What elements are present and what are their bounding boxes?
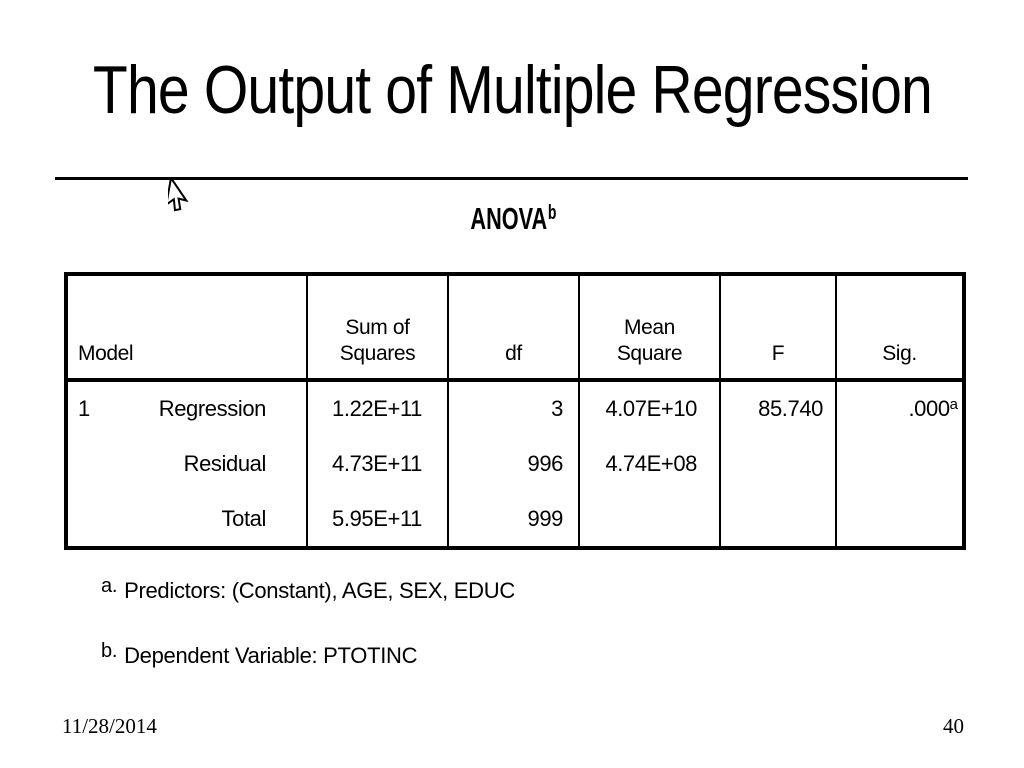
header-mean-square: Mean Square	[578, 274, 721, 382]
cell-sig	[835, 492, 965, 548]
cell-sig: .000a	[835, 380, 965, 436]
header-row: Model Sum of Squares df Mean Square F Si…	[65, 274, 965, 382]
header-f: F	[719, 274, 837, 382]
cell-df: 3	[447, 380, 580, 436]
header-df: df	[447, 274, 580, 382]
header-model: Model	[65, 274, 308, 382]
table-row-residual: Residual 4.73E+11 996 4.74E+08	[65, 436, 965, 492]
cell-f: 85.740	[719, 380, 837, 436]
header-sig: Sig.	[835, 274, 965, 382]
cell-sum-of-squares: 5.95E+11	[306, 492, 449, 548]
cell-model: 1 Regression	[65, 380, 308, 436]
cell-model: Residual	[65, 436, 308, 492]
model-number: 1	[78, 396, 90, 421]
slide-number: 40	[943, 714, 964, 738]
row-label: Total	[221, 506, 267, 531]
footnote-b-marker: b.	[101, 640, 118, 662]
footnote-a: a. Predictors: (Constant), AGE, SEX, EDUC	[101, 575, 515, 604]
footer-date: 11/28/2014	[62, 714, 157, 738]
cell-mean-square	[578, 492, 721, 548]
sig-superscript: a	[949, 396, 958, 413]
page-title-text: The Output of Multiple Regression	[92, 52, 932, 128]
anova-heading: ANOVAb	[64, 201, 962, 237]
cell-mean-square: 4.07E+10	[578, 380, 721, 436]
table-row-regression: 1 Regression 1.22E+11 3 4.07E+10 85.740 …	[65, 380, 965, 436]
cell-df: 999	[447, 492, 580, 548]
mouse-cursor-icon	[168, 177, 189, 212]
anova-label: ANOVA	[469, 201, 547, 236]
footnote-a-marker: a.	[101, 575, 118, 597]
title-underline	[55, 177, 968, 180]
row-label: Regression	[158, 396, 267, 421]
anova-table: Model Sum of Squares df Mean Square F Si…	[64, 272, 966, 550]
cell-f	[719, 492, 837, 548]
footnote-b: b. Dependent Variable: PTOTINC	[101, 640, 418, 669]
anova-superscript: b	[547, 202, 557, 224]
cell-sum-of-squares: 4.73E+11	[306, 436, 449, 492]
header-sum-of-squares: Sum of Squares	[306, 274, 449, 382]
cell-df: 996	[447, 436, 580, 492]
cell-sig	[835, 436, 965, 492]
cell-mean-square: 4.74E+08	[578, 436, 721, 492]
footnote-a-text: Predictors: (Constant), AGE, SEX, EDUC	[124, 578, 515, 603]
cell-model: Total	[65, 492, 308, 548]
row-label: Residual	[183, 451, 267, 476]
cell-sum-of-squares: 1.22E+11	[306, 380, 449, 436]
anova-heading-text: ANOVAb	[470, 201, 556, 237]
cell-f	[719, 436, 837, 492]
table-row-total: Total 5.95E+11 999	[65, 492, 965, 548]
page-title: The Output of Multiple Regression	[0, 52, 1024, 128]
footnote-b-text: Dependent Variable: PTOTINC	[124, 643, 418, 668]
